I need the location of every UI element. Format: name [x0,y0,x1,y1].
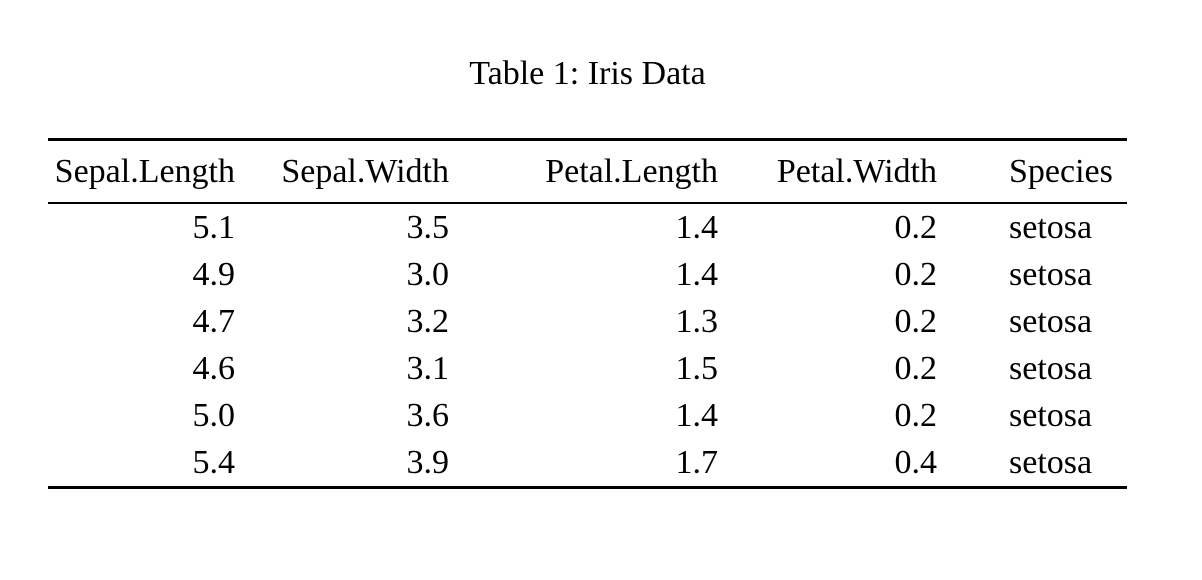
cell-petal-length: 1.4 [675,255,719,293]
document-page: Table 1: Iris Data Sepal.Length Sepal.Wi… [48,0,1127,489]
cell-sepal-width: 3.6 [406,396,450,434]
cell-petal-width: 0.2 [894,349,938,387]
table-row: 4.9 3.0 1.4 0.2 setosa [48,251,1127,298]
cell-petal-length: 1.4 [675,396,719,434]
cell-sepal-length: 4.6 [192,349,236,387]
cell-petal-length: 1.5 [675,349,719,387]
table-row: 4.7 3.2 1.3 0.2 setosa [48,298,1127,345]
table-row: 4.6 3.1 1.5 0.2 setosa [48,345,1127,392]
cell-species: setosa [1009,396,1093,434]
cell-sepal-length: 4.9 [192,255,236,293]
col-header-petal-length: Petal.Length [449,139,718,204]
iris-data-table: Sepal.Length Sepal.Width Petal.Length Pe… [48,138,1127,489]
table-row: 5.1 3.5 1.4 0.2 setosa [48,203,1127,251]
header-row: Sepal.Length Sepal.Width Petal.Length Pe… [48,139,1127,204]
cell-sepal-length: 4.7 [192,302,236,340]
cell-sepal-length: 5.0 [192,396,236,434]
cell-petal-width: 0.2 [894,255,938,293]
cell-species: setosa [1009,443,1093,481]
cell-petal-width: 0.2 [894,396,938,434]
col-header-sepal-width: Sepal.Width [235,139,449,204]
cell-petal-length: 1.7 [675,443,719,481]
col-header-petal-width: Petal.Width [718,139,937,204]
table-caption: Table 1: Iris Data [469,55,706,92]
col-header-species: Species [937,139,1127,204]
cell-sepal-width: 3.0 [406,255,450,293]
cell-species: setosa [1009,208,1093,246]
cell-sepal-width: 3.2 [406,302,450,340]
cell-species: setosa [1009,302,1093,340]
cell-petal-width: 0.4 [894,443,938,481]
table-row: 5.4 3.9 1.7 0.4 setosa [48,439,1127,488]
cell-petal-length: 1.3 [675,302,719,340]
cell-sepal-length: 5.4 [192,443,236,481]
cell-sepal-width: 3.5 [406,208,450,246]
cell-petal-width: 0.2 [894,302,938,340]
cell-sepal-width: 3.9 [406,443,450,481]
cell-species: setosa [1009,255,1093,293]
cell-petal-length: 1.4 [675,208,719,246]
cell-sepal-width: 3.1 [406,349,450,387]
col-header-sepal-length: Sepal.Length [48,139,235,204]
cell-species: setosa [1009,349,1093,387]
cell-petal-width: 0.2 [894,208,938,246]
cell-sepal-length: 5.1 [192,208,236,246]
table-row: 5.0 3.6 1.4 0.2 setosa [48,392,1127,439]
